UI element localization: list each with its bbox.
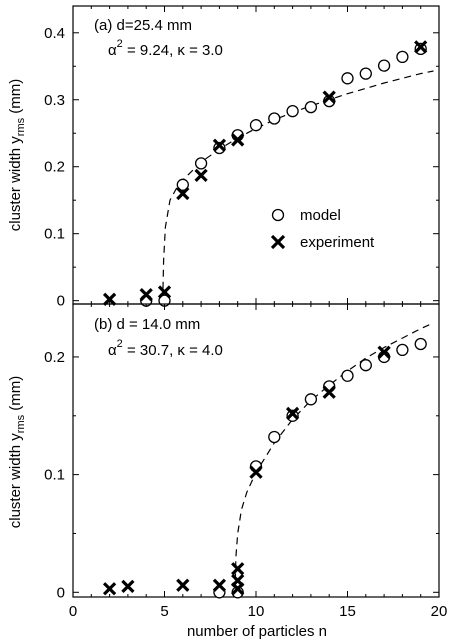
legend-experiment-label: experiment [300, 234, 375, 251]
experiment-point [102, 292, 117, 306]
experiment-point [231, 133, 245, 147]
experiment-point [102, 582, 117, 596]
model-point [359, 67, 372, 80]
panel-b-label: (b) d = 14.0 mm [94, 316, 200, 333]
model-point [194, 157, 208, 170]
panel-a: 0 0.1 0.2 0.3 0.4 (a) d=25.4 mm α2 = 9.24, κ… [7, 5, 440, 310]
experiment-point [194, 168, 208, 183]
model-point [304, 393, 318, 406]
panel-b-params: α2 = 30.7, κ = 4.0 [108, 338, 223, 359]
legend-experiment-marker [270, 234, 286, 250]
x-tick-label: 15 [339, 603, 356, 620]
experiment-point [231, 573, 245, 588]
y-tick-label: 0 [57, 293, 65, 310]
panel-b-fit-curve [234, 322, 434, 593]
experiment-point [249, 465, 263, 479]
panel-a-y-ticks: 0 0.1 0.2 0.3 0.4 [44, 25, 439, 310]
x-tick-label: 10 [248, 603, 265, 620]
legend-model-label: model [300, 207, 341, 224]
model-point [396, 343, 409, 357]
x-tick-label: 20 [431, 603, 448, 620]
model-point [414, 337, 427, 351]
y-tick-label: 0.1 [44, 467, 65, 484]
experiment-point [414, 40, 428, 54]
model-point [341, 369, 354, 382]
x-tick-label: 5 [160, 603, 168, 620]
y-tick-label: 0.4 [44, 25, 65, 42]
panel-b-y-axis-title: cluster width yrms (mm) [7, 376, 27, 529]
model-point [213, 141, 226, 155]
panel-a-y-axis-title: cluster width yrms (mm) [7, 79, 27, 232]
legend-model-marker [271, 208, 285, 222]
model-point [268, 430, 281, 444]
panel-a-points [102, 40, 428, 307]
experiment-point [139, 287, 153, 302]
y-tick-label: 0.2 [44, 349, 65, 366]
experiment-point [285, 406, 300, 421]
model-point [304, 100, 318, 114]
experiment-point [212, 138, 227, 152]
panel-a-label: (a) d=25.4 mm [94, 17, 192, 34]
panel-b-x-ticks: 0 5 10 15 20 [69, 304, 448, 620]
panel-b: 0 0.1 0.2 0 5 10 15 20 (b) d = 14.0 mm α2 = 30… [7, 303, 448, 640]
model-point [249, 119, 263, 132]
experiment-point [176, 578, 190, 592]
panel-a-fit-curve [162, 70, 434, 301]
model-point [341, 72, 354, 85]
x-axis-title: number of particles n [187, 623, 327, 640]
legend: model experiment [259, 200, 395, 263]
model-point [396, 50, 409, 64]
model-point [286, 104, 299, 118]
experiment-point [212, 578, 227, 592]
y-tick-label: 0.3 [44, 92, 65, 109]
x-tick-label: 0 [69, 603, 77, 620]
model-point [268, 112, 281, 125]
model-point [286, 409, 299, 422]
panel-a-params: α2 = 9.24, κ = 3.0 [108, 38, 223, 59]
model-point [359, 359, 372, 372]
y-tick-label: 0.2 [44, 159, 65, 176]
panel-b-y-ticks: 0 0.1 0.2 [44, 349, 439, 601]
experiment-point [121, 579, 135, 594]
experiment-point [231, 562, 245, 576]
experiment-point [176, 186, 190, 201]
model-point [377, 59, 391, 72]
experiment-point [377, 345, 391, 359]
experiment-point [322, 90, 336, 104]
panel-b-points [102, 337, 427, 599]
y-tick-label: 0 [57, 584, 65, 601]
y-tick-label: 0.1 [44, 226, 65, 243]
experiment-point [157, 285, 172, 299]
experiment-point [322, 385, 336, 399]
model-point [176, 178, 189, 191]
